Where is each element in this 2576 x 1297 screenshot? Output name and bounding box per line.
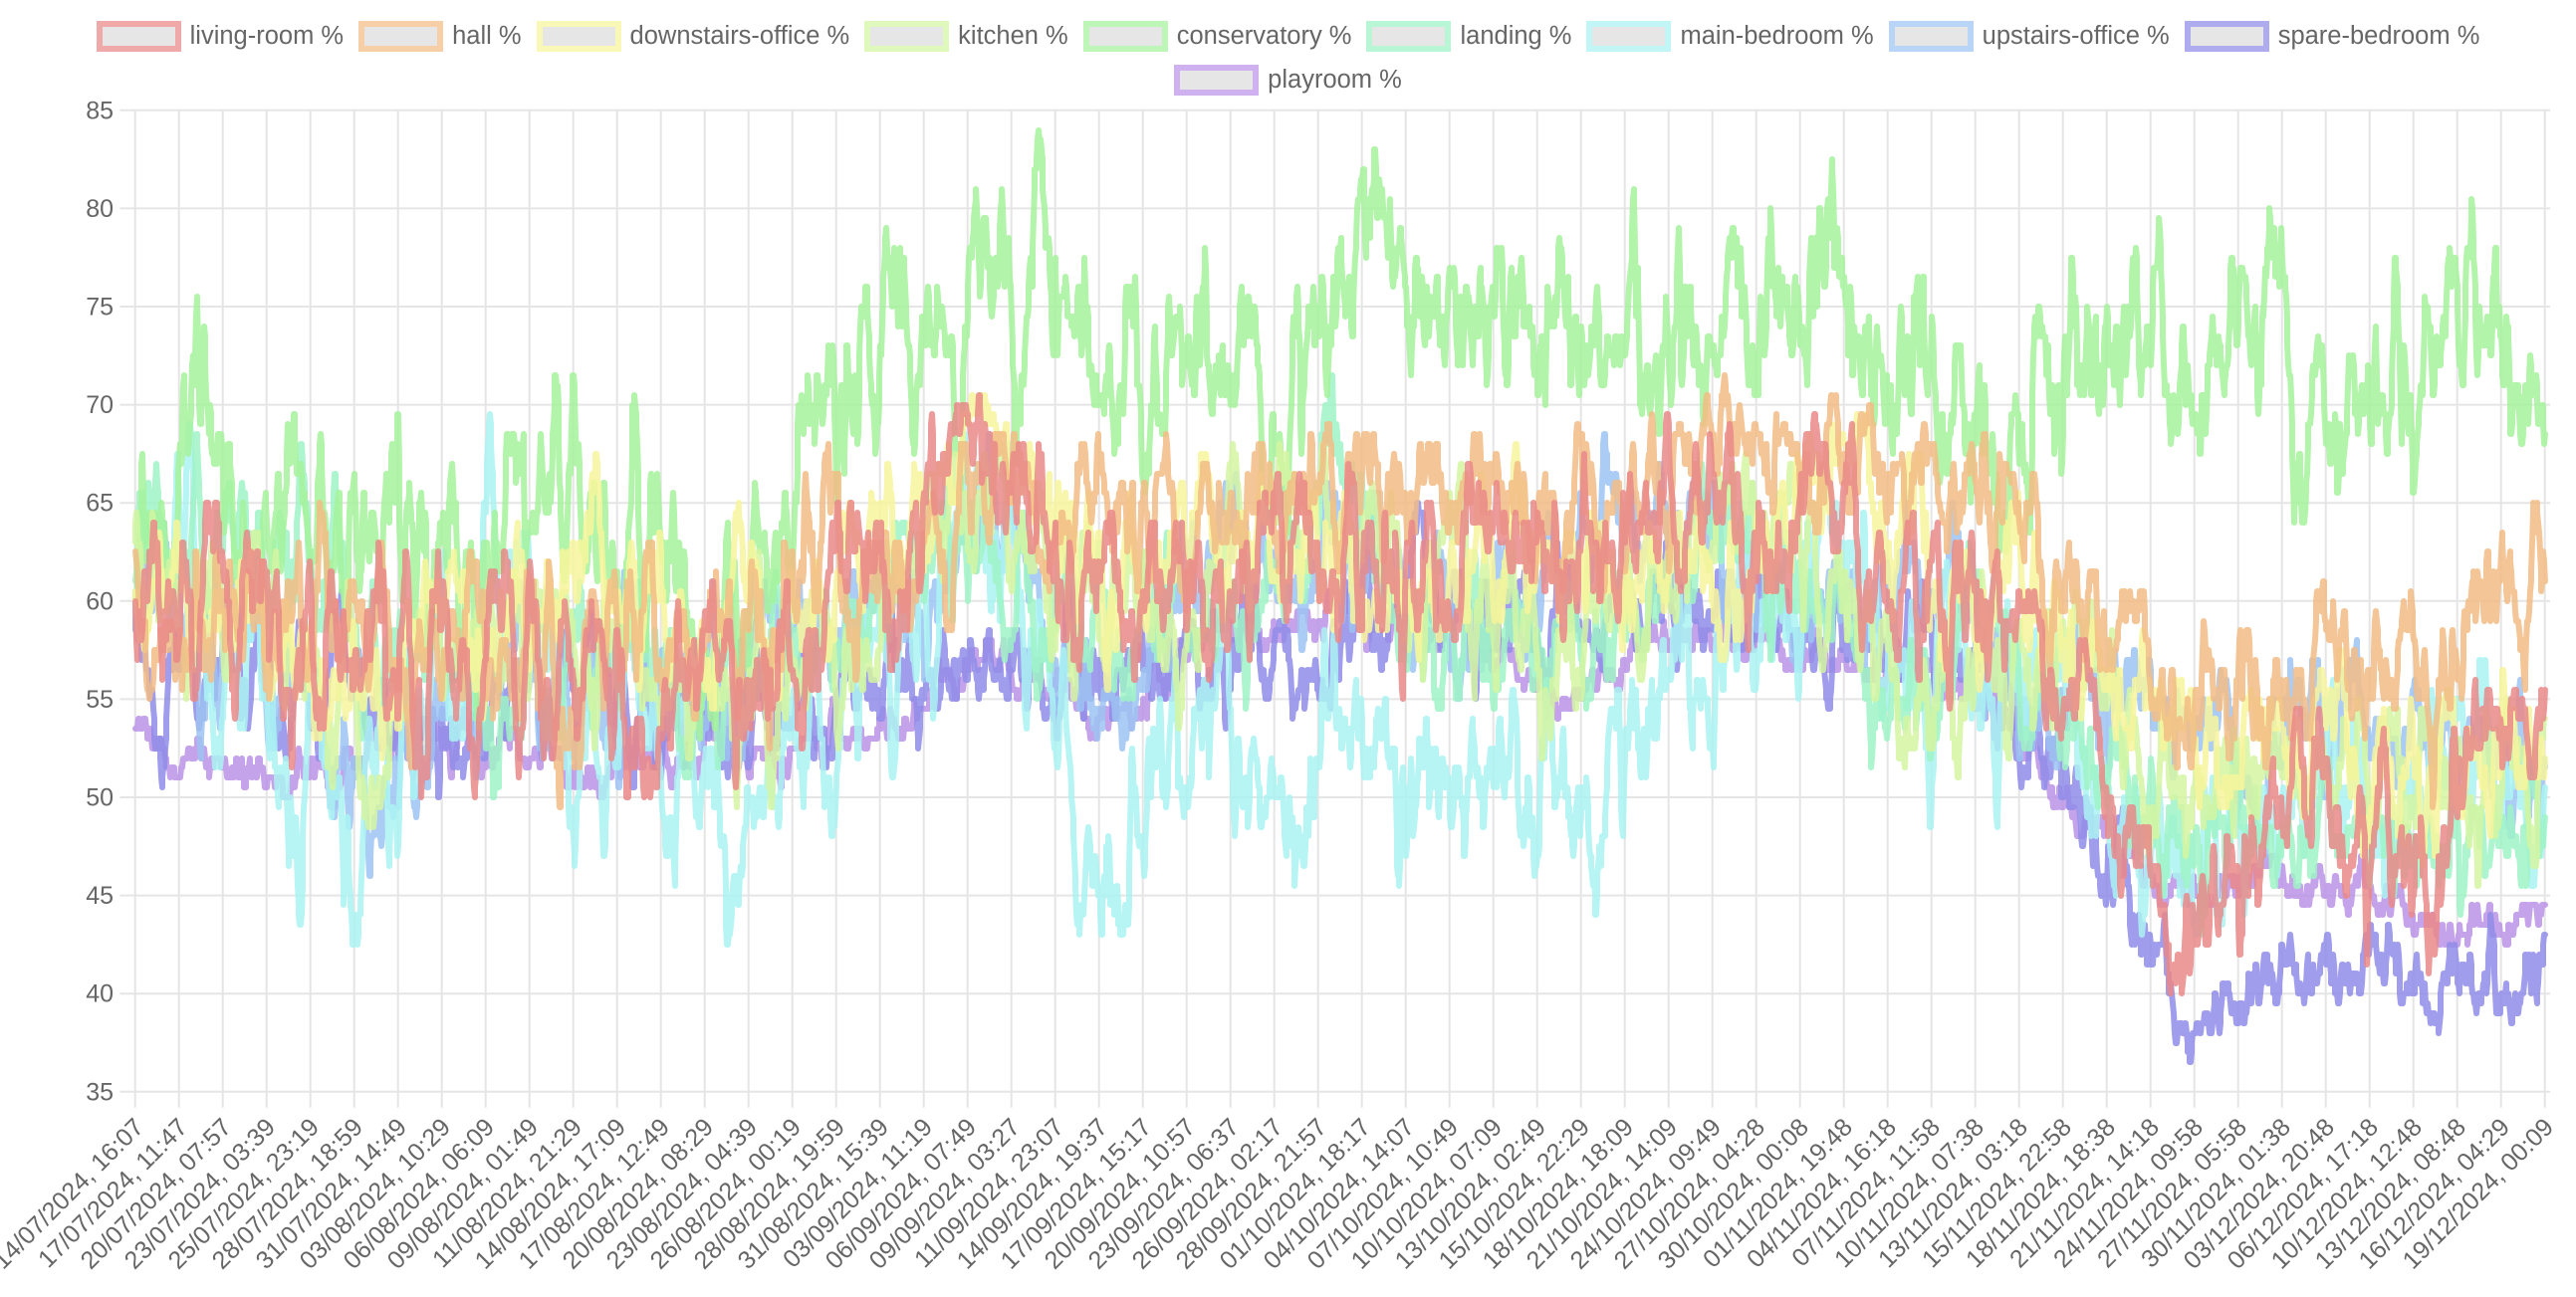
svg-text:35: 35: [86, 1078, 114, 1106]
svg-text:55: 55: [86, 686, 114, 714]
svg-text:70: 70: [86, 391, 114, 419]
svg-text:45: 45: [86, 882, 114, 910]
svg-text:65: 65: [86, 490, 114, 518]
svg-text:75: 75: [86, 294, 114, 322]
svg-text:50: 50: [86, 784, 114, 812]
svg-text:60: 60: [86, 587, 114, 615]
svg-text:80: 80: [86, 195, 114, 223]
svg-text:85: 85: [86, 97, 114, 124]
svg-text:40: 40: [86, 980, 114, 1008]
